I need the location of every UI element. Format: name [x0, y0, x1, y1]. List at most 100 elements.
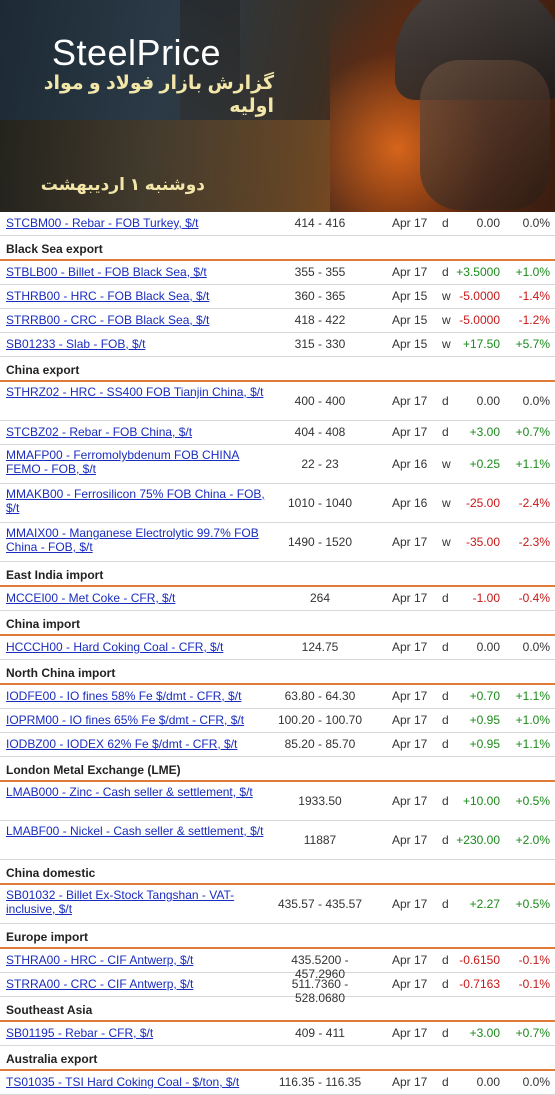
price-value: 100.20 - 100.70 — [277, 713, 363, 727]
price-name-link[interactable]: SB01195 - Rebar - CFR, $/t — [6, 1026, 154, 1040]
price-name-link[interactable]: STBLB00 - Billet - FOB Black Sea, $/t — [6, 265, 207, 279]
price-change: 0.00 — [476, 1075, 500, 1089]
price-frequency: w — [442, 535, 451, 549]
price-change: +3.5000 — [456, 265, 500, 279]
price-name-link[interactable]: IODBZ00 - IODEX 62% Fe $/dmt - CFR, $/t — [6, 737, 238, 751]
price-value: 22 - 23 — [301, 457, 339, 471]
price-date: Apr 17 — [392, 977, 428, 991]
table-row: IODBZ00 - IODEX 62% Fe $/dmt - CFR, $/t 8… — [0, 733, 555, 757]
price-name-link[interactable]: MMAFP00 - Ferromolybdenum FOB CHINA FEMO… — [6, 448, 240, 476]
price-change-percent: +0.5% — [515, 897, 550, 911]
price-frequency: d — [442, 265, 449, 279]
price-date: Apr 17 — [392, 1075, 428, 1089]
price-date: Apr 17 — [392, 897, 428, 911]
price-change: -5.0000 — [459, 313, 500, 327]
price-frequency: d — [442, 833, 449, 847]
price-date: Apr 17 — [392, 394, 428, 408]
section-header: China domestic — [0, 860, 555, 885]
price-date: Apr 17 — [392, 833, 428, 847]
price-value: 1490 - 1520 — [287, 535, 353, 549]
price-frequency: w — [442, 289, 451, 303]
price-value: 1933.50 — [298, 794, 342, 808]
price-name-link[interactable]: STHRA00 - HRC - CIF Antwerp, $/t — [6, 953, 194, 967]
price-date: Apr 17 — [392, 591, 428, 605]
price-date: Apr 15 — [392, 289, 428, 303]
price-value: 1010 - 1040 — [287, 496, 353, 510]
price-frequency: d — [442, 591, 449, 605]
price-change-percent: 0.0% — [522, 216, 550, 230]
table-row: STCBZ02 - Rebar - FOB China, $/t 404 - 40… — [0, 421, 555, 445]
price-frequency: d — [442, 425, 449, 439]
price-value: 11887 — [303, 833, 337, 847]
price-name-link[interactable]: STHRB00 - HRC - FOB Black Sea, $/t — [6, 289, 210, 303]
table-row: MCCEI00 - Met Coke - CFR, $/t 264 Apr 17 d -… — [0, 587, 555, 611]
table-row: MMAIX00 - Manganese Electrolytic 99.7% F… — [0, 523, 555, 562]
price-value: 85.20 - 85.70 — [284, 737, 356, 751]
price-name-link[interactable]: STRRB00 - CRC - FOB Black Sea, $/t — [6, 313, 210, 327]
price-value: 63.80 - 64.30 — [284, 689, 356, 703]
section-header: Southeast Asia — [0, 997, 555, 1022]
price-name-link[interactable]: MMAIX00 - Manganese Electrolytic 99.7% F… — [6, 526, 259, 554]
price-name-link[interactable]: HCCCH00 - Hard Coking Coal - CFR, $/t — [6, 640, 224, 654]
price-name-link[interactable]: STCBM00 - Rebar - FOB Turkey, $/t — [6, 216, 199, 230]
price-name-link[interactable]: SB01233 - Slab - FOB, $/t — [6, 337, 146, 351]
section-label: Australia export — [6, 1052, 98, 1066]
section-label: China domestic — [6, 866, 96, 880]
table-row: MMAFP00 - Ferromolybdenum FOB CHINA FEMO… — [0, 445, 555, 484]
banner-subtitle: گزارش بازار فولاد و مواد اولیه — [43, 73, 274, 117]
price-frequency: d — [442, 1026, 449, 1040]
price-value: 435.5200 - 457.2960 — [291, 953, 349, 981]
price-change-percent: +0.7% — [515, 1026, 550, 1040]
price-value: 418 - 422 — [294, 313, 346, 327]
banner-date: دوشنبه ۱ اردیبهشت — [40, 175, 205, 194]
price-value: 400 - 400 — [294, 394, 346, 408]
price-name-link[interactable]: STHRZ02 - HRC - SS400 FOB Tianjin China,… — [6, 385, 264, 399]
price-change-percent: +1.0% — [515, 265, 550, 279]
brand-title: SteelPrice — [52, 32, 222, 73]
price-value: 435.57 - 435.57 — [277, 897, 363, 911]
price-name-link[interactable]: SB01032 - Billet Ex-Stock Tangshan - VAT… — [6, 888, 235, 916]
price-value: 315 - 330 — [294, 337, 346, 351]
price-frequency: w — [442, 496, 451, 510]
price-change-percent: -0.4% — [518, 591, 550, 605]
price-value: 511.7360 - 528.0680 — [291, 977, 349, 1005]
worker-face-image — [420, 60, 550, 210]
price-frequency: d — [442, 689, 449, 703]
price-change: 0.00 — [476, 640, 500, 654]
price-date: Apr 17 — [392, 535, 428, 549]
price-date: Apr 16 — [392, 457, 428, 471]
price-date: Apr 16 — [392, 496, 428, 510]
price-name-link[interactable]: STCBZ02 - Rebar - FOB China, $/t — [6, 425, 193, 439]
price-frequency: d — [442, 794, 449, 808]
price-change-percent: +5.7% — [515, 337, 550, 351]
price-name-link[interactable]: STRRA00 - CRC - CIF Antwerp, $/t — [6, 977, 194, 991]
price-name-link[interactable]: IOPRM00 - IO fines 65% Fe $/dmt - CFR, $… — [6, 713, 245, 727]
price-name-link[interactable]: LMABF00 - Nickel - Cash seller & settlem… — [6, 824, 264, 838]
price-frequency: w — [442, 337, 451, 351]
price-frequency: d — [442, 1075, 449, 1089]
price-name-link[interactable]: MMAKB00 - Ferrosilicon 75% FOB China - F… — [6, 487, 265, 515]
table-row: IOPRM00 - IO fines 65% Fe $/dmt - CFR, $… — [0, 709, 555, 733]
industrial-tower-image — [180, 0, 240, 120]
price-change-percent: +1.1% — [515, 457, 550, 471]
price-change-percent: +1.1% — [515, 689, 550, 703]
price-value: 124.75 — [301, 640, 339, 654]
price-change: +0.95 — [469, 713, 500, 727]
price-change-percent: 0.0% — [522, 640, 550, 654]
price-frequency: w — [442, 457, 451, 471]
price-change-percent: 0.0% — [522, 1075, 550, 1089]
price-name-link[interactable]: TS01035 - TSI Hard Coking Coal - $/ton, … — [6, 1075, 240, 1089]
price-change-percent: -0.1% — [518, 977, 550, 991]
price-date: Apr 17 — [392, 689, 428, 703]
price-change: +10.00 — [462, 794, 500, 808]
price-change-percent: -0.1% — [518, 953, 550, 967]
price-name-link[interactable]: IODFE00 - IO fines 58% Fe $/dmt - CFR, $… — [6, 689, 242, 703]
table-row: LMAB000 - Zinc - Cash seller & settlemen… — [0, 782, 555, 821]
price-change: +3.00 — [469, 1026, 500, 1040]
price-value: 409 - 411 — [295, 1026, 345, 1040]
price-name-link[interactable]: MCCEI00 - Met Coke - CFR, $/t — [6, 591, 176, 605]
table-row: HCCCH00 - Hard Coking Coal - CFR, $/t 124… — [0, 636, 555, 660]
section-label: Black Sea export — [6, 242, 103, 256]
price-change: +0.25 — [469, 457, 500, 471]
price-name-link[interactable]: LMAB000 - Zinc - Cash seller & settlemen… — [6, 785, 253, 799]
